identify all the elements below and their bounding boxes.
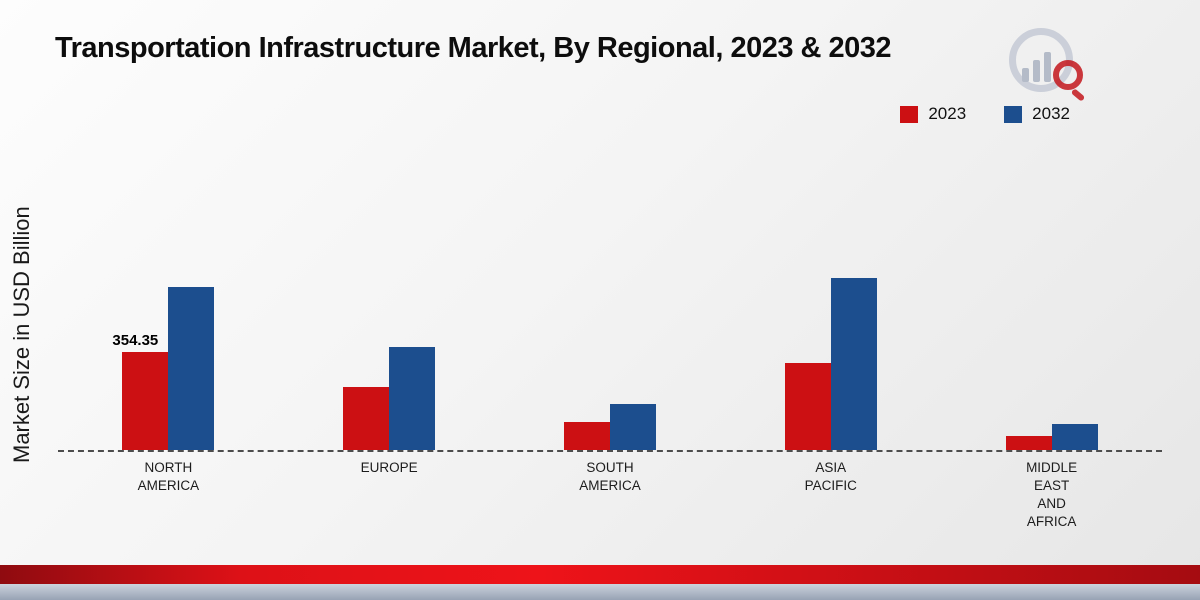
legend-label-2032: 2032 [1032,104,1070,123]
bar-2023-europe [343,386,390,450]
legend-label-2023: 2023 [928,104,967,123]
legend-item-2023[interactable]: 2023 [900,104,966,124]
bar-2023-asia-pacific [784,362,831,450]
bar-2023-middle-east-and-africa [1005,436,1052,450]
legend: 2023 2032 [900,104,1070,124]
chart-title: Transportation Infrastructure Market, By… [55,32,892,64]
category-label-europe: EUROPE [360,460,418,475]
bar-group-asia-pacific [746,270,916,450]
bar-2023-south-america [563,422,610,450]
bar-2032-north-america [168,286,215,450]
logo-barchart-icon [1022,52,1051,82]
bar-2032-middle-east-and-africa [1051,424,1098,450]
legend-item-2032[interactable]: 2032 [1004,104,1070,124]
bar-2032-south-america [609,403,656,450]
footer-gray-band [0,584,1200,600]
bar-group-middle-east-and-africa [967,270,1137,450]
bar-group-south-america [525,270,695,450]
legend-swatch-2023 [900,105,919,123]
x-axis-baseline [58,450,1162,452]
category-label-middle-east-and-africa: MIDDLE EAST AND AFRICA [1026,460,1078,529]
category-labels-row: NORTH AMERICA EUROPE SOUTH AMERICA ASIA PACIFI… [58,459,1162,531]
bar-2023-north-america: 354.35 [112,332,169,450]
category-label-north-america: NORTH AMERICA [137,460,200,493]
bar-group-north-america: 354.35 [83,270,253,450]
y-axis-label: Market Size in USD Billion [9,206,34,463]
plot-area: 354.35 [58,270,1162,450]
category-label-south-america: SOUTH AMERICA [579,460,641,493]
logo-magnifier-handle-icon [1070,88,1086,102]
legend-swatch-2032 [1004,105,1023,123]
bar-group-europe [304,270,474,450]
footer-red-band [0,565,1200,584]
logo-magnifier-icon [1053,60,1083,90]
bar-2032-asia-pacific [830,277,877,450]
brand-logo [985,26,1086,110]
bar-2032-europe [389,347,436,450]
bar-value-label: 354.35 [112,331,159,349]
bar-chart: 354.35 NORTH AMERICA EUROPE SOUTH AMERICA ASI… [58,270,1162,531]
category-label-asia-pacific: ASIA PACIFIC [804,460,857,493]
